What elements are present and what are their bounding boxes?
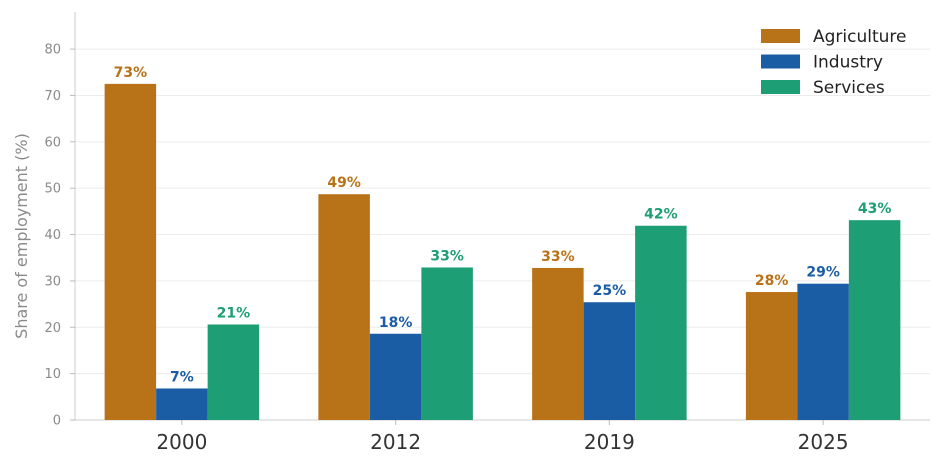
x-tick-label-2000: 2000 (156, 430, 207, 454)
y-tick-label: 60 (44, 135, 61, 150)
data-label-agriculture-2025: 28% (755, 273, 789, 289)
bar-services-2000 (207, 324, 260, 420)
bar-industry-2012 (369, 333, 422, 420)
data-label-industry-2000: 7% (170, 369, 194, 385)
x-tick-label-2025: 2025 (798, 430, 849, 454)
x-tick-label-2012: 2012 (370, 430, 421, 454)
legend-label-agriculture: Agriculture (813, 27, 907, 47)
y-tick-label: 50 (44, 182, 61, 197)
data-label-services-2025: 43% (858, 201, 892, 217)
data-label-agriculture-2012: 49% (327, 175, 361, 191)
bar-agriculture-2025 (745, 292, 798, 420)
data-label-services-2000: 21% (217, 305, 251, 321)
legend-label-services: Services (813, 78, 885, 98)
bar-agriculture-2019 (532, 267, 584, 420)
legend-swatch-agriculture (761, 29, 800, 43)
data-label-agriculture-2000: 73% (114, 65, 148, 81)
data-labels: 73% 7% 21% 49% 18% 33% 33% 25% 42% 28% 29% 43% (114, 65, 892, 386)
bar-industry-2000 (156, 388, 208, 420)
legend: Agriculture Industry Services (761, 27, 907, 98)
y-axis-title: Share of employment (%) (12, 133, 31, 339)
y-tick-label: 10 (44, 367, 61, 382)
y-tick-label: 80 (44, 43, 61, 58)
data-label-industry-2019: 25% (593, 283, 627, 299)
bars (104, 83, 901, 420)
data-label-services-2012: 33% (430, 248, 464, 264)
data-label-services-2019: 42% (644, 207, 678, 223)
y-tick-label: 70 (44, 89, 61, 104)
bar-agriculture-2000 (104, 83, 157, 420)
x-tick-label-2019: 2019 (584, 430, 635, 454)
legend-swatch-services (761, 80, 800, 94)
data-label-industry-2012: 18% (379, 315, 413, 331)
legend-label-industry: Industry (813, 53, 883, 73)
data-label-industry-2025: 29% (806, 265, 840, 281)
data-label-agriculture-2019: 33% (541, 249, 575, 265)
bar-agriculture-2012 (318, 194, 370, 420)
x-ticks: 2000 2012 2019 2025 (156, 420, 849, 454)
bar-services-2012 (421, 267, 473, 420)
bar-services-2025 (848, 220, 901, 420)
legend-swatch-industry (761, 54, 800, 69)
y-ticks: 0 10 20 30 40 50 60 70 80 (44, 43, 75, 429)
bar-services-2019 (635, 225, 687, 420)
y-tick-label: 0 (53, 414, 61, 429)
y-tick-label: 30 (44, 274, 61, 289)
bar-industry-2025 (797, 283, 849, 420)
y-tick-label: 40 (44, 228, 61, 243)
y-tick-label: 20 (44, 321, 61, 336)
bar-industry-2019 (583, 302, 636, 420)
